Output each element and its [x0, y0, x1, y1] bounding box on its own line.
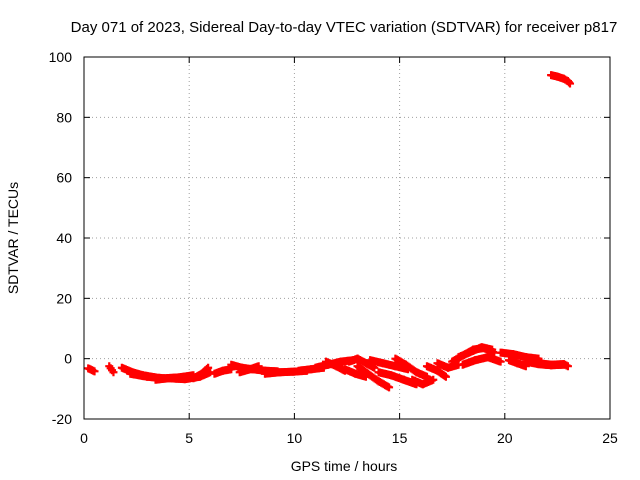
y-tick-labels: -20 0 20 40 60 80 100 — [49, 49, 73, 427]
x-tick-label: 10 — [287, 430, 303, 446]
x-tick-label: 15 — [392, 430, 408, 446]
y-tick-label: -20 — [52, 411, 72, 427]
x-tick-labels: 0 5 10 15 20 25 — [80, 430, 618, 446]
y-tick-label: 60 — [56, 170, 72, 186]
chart-title: Day 071 of 2023, Sidereal Day-to-day VTE… — [71, 19, 618, 36]
data-point — [90, 367, 99, 376]
data-point — [488, 345, 497, 354]
x-tick-label: 0 — [80, 430, 88, 446]
data-point — [441, 372, 450, 381]
data-point — [202, 364, 211, 373]
y-tick-label: 40 — [56, 230, 72, 246]
plot-frame — [83, 56, 611, 420]
x-tick-label: 5 — [185, 430, 193, 446]
x-axis-label: GPS time / hours — [291, 458, 398, 474]
y-axis-label: SDTVAR / TECUs — [5, 182, 21, 294]
data-points — [84, 71, 575, 392]
data-point — [429, 375, 438, 384]
data-point — [254, 362, 263, 371]
x-tick-label: 25 — [602, 430, 618, 446]
data-point — [109, 368, 118, 377]
grid-lines — [84, 57, 610, 419]
data-point — [496, 357, 505, 366]
data-point — [563, 362, 572, 371]
x-tick-label: 20 — [497, 430, 513, 446]
y-tick-label: 0 — [64, 351, 72, 367]
data-point — [566, 79, 575, 88]
data-point — [385, 383, 394, 392]
y-tick-label: 80 — [56, 109, 72, 125]
data-point — [204, 363, 213, 372]
y-tick-label: 20 — [56, 290, 72, 306]
y-tick-label: 100 — [49, 49, 73, 65]
